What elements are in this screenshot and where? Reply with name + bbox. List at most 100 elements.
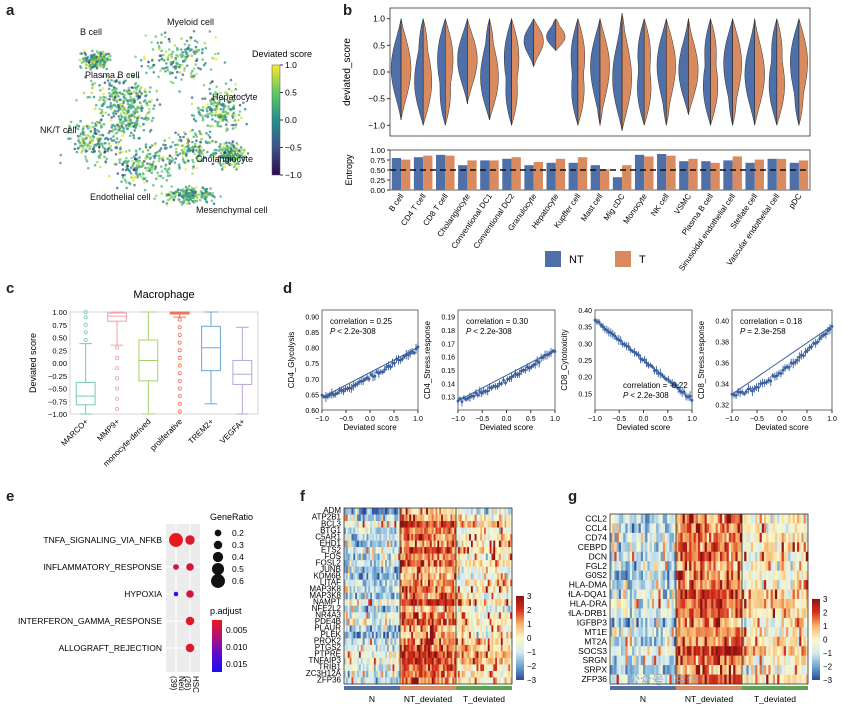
heatmap-cell	[485, 573, 489, 581]
heatmap-cell	[484, 547, 487, 554]
heatmap-cell	[463, 534, 466, 541]
pvalue-value: < 2.2e-308	[337, 327, 376, 336]
entropy-bar-T	[622, 165, 632, 190]
umap-point	[151, 48, 155, 51]
umap-point	[95, 132, 98, 135]
heatmap-cell	[493, 657, 496, 665]
heatmap-cell	[502, 618, 505, 626]
umap-point	[195, 149, 198, 152]
umap-point	[211, 113, 215, 116]
umap-point	[215, 57, 218, 61]
umap-point	[59, 161, 62, 165]
heatmap-cell	[368, 612, 371, 620]
heatmap-cell	[388, 592, 391, 600]
heatmap-cell	[480, 670, 483, 678]
umap-point	[88, 64, 92, 67]
heatmap-cell	[398, 508, 401, 515]
colorbar-tick-label: 0.5	[285, 88, 297, 98]
heatmap-cell	[424, 599, 427, 607]
heatmap-cell	[498, 566, 502, 574]
heatmap-cell	[431, 599, 434, 607]
heatmap-cell	[495, 625, 498, 633]
heatmap-cell	[409, 599, 412, 607]
heatmap-cell	[474, 534, 477, 541]
umap-point	[180, 78, 183, 81]
heatmap-cell	[407, 664, 410, 672]
heatmap-cell	[444, 625, 447, 633]
heatmap-cell	[469, 638, 472, 646]
heatmap-cell	[411, 605, 414, 613]
heatmap-cell	[357, 534, 360, 541]
heatmap-cell	[474, 625, 477, 633]
heatmap-cell	[390, 657, 393, 665]
umap-point	[182, 148, 186, 152]
heatmap-cell	[491, 547, 494, 554]
heatmap-cell	[484, 631, 487, 639]
heatmap-cell	[422, 618, 425, 626]
pvalue-symbol: P	[623, 391, 630, 400]
heatmap-cell	[474, 547, 477, 554]
heatmap-cell	[400, 553, 403, 561]
umap-point	[111, 128, 115, 131]
umap-point	[143, 90, 146, 93]
heatmap-cell	[385, 534, 388, 541]
heatmap-cell	[508, 560, 511, 567]
heatmap-cell	[448, 514, 451, 522]
heatmap-cell	[344, 605, 347, 613]
umap-point	[224, 146, 227, 150]
heatmap-cell	[500, 625, 503, 633]
heatmap-cell	[446, 618, 449, 626]
heatmap-cell	[353, 560, 356, 567]
size-legend-dot	[211, 574, 225, 588]
heatmap-cell	[478, 566, 481, 574]
heatmap-cell	[461, 586, 464, 594]
umap-point	[127, 99, 130, 102]
heatmap-cell	[418, 592, 421, 600]
heatmap-cell	[416, 566, 419, 574]
umap-point	[191, 158, 194, 162]
heatmap-cell	[345, 560, 349, 567]
heatmap-cell	[396, 625, 399, 633]
heatmap-cell	[463, 670, 466, 678]
heatmap-cell	[418, 579, 421, 587]
heatmap-cell	[401, 553, 405, 561]
heatmap-cell	[368, 534, 371, 541]
umap-point	[160, 49, 163, 53]
heatmap-cell	[358, 514, 362, 522]
umap-point	[245, 122, 248, 126]
heatmap-cell	[461, 527, 464, 535]
heatmap-cell	[456, 573, 459, 581]
heatmap-cell	[444, 657, 447, 665]
heatmap-cell	[364, 566, 367, 574]
heatmap-cell	[480, 566, 483, 574]
ytick-label: 0.00	[52, 359, 67, 368]
heatmap-cell	[446, 612, 449, 620]
umap-point	[214, 52, 217, 56]
heatmap-cell	[441, 638, 444, 646]
heatmap-cell	[416, 553, 419, 561]
heatmap-cell	[373, 547, 377, 554]
heatmap-cell	[416, 560, 419, 567]
heatmap-cell	[353, 664, 356, 672]
heatmap-cell	[452, 670, 455, 678]
umap-point	[196, 41, 199, 44]
heatmap-cell	[459, 540, 462, 548]
box-flier	[177, 394, 182, 399]
heatmap-cell	[469, 599, 472, 607]
heatmap-cell	[366, 534, 369, 541]
heatmap-cell	[497, 514, 500, 522]
umap-point	[158, 48, 161, 51]
violin-NT	[546, 17, 557, 52]
heatmap-cell	[347, 605, 350, 613]
heatmap-cell	[403, 618, 406, 626]
heatmap-cell	[448, 566, 451, 574]
heatmap-cell	[405, 573, 408, 581]
heatmap-cell	[465, 547, 468, 554]
heatmap-cell	[426, 566, 429, 574]
heatmap-cell	[429, 605, 433, 613]
heatmap-cell	[405, 677, 408, 685]
umap-point	[124, 125, 128, 128]
heatmap-cell	[502, 508, 505, 515]
umap-point	[99, 96, 102, 99]
umap-point	[96, 137, 99, 140]
